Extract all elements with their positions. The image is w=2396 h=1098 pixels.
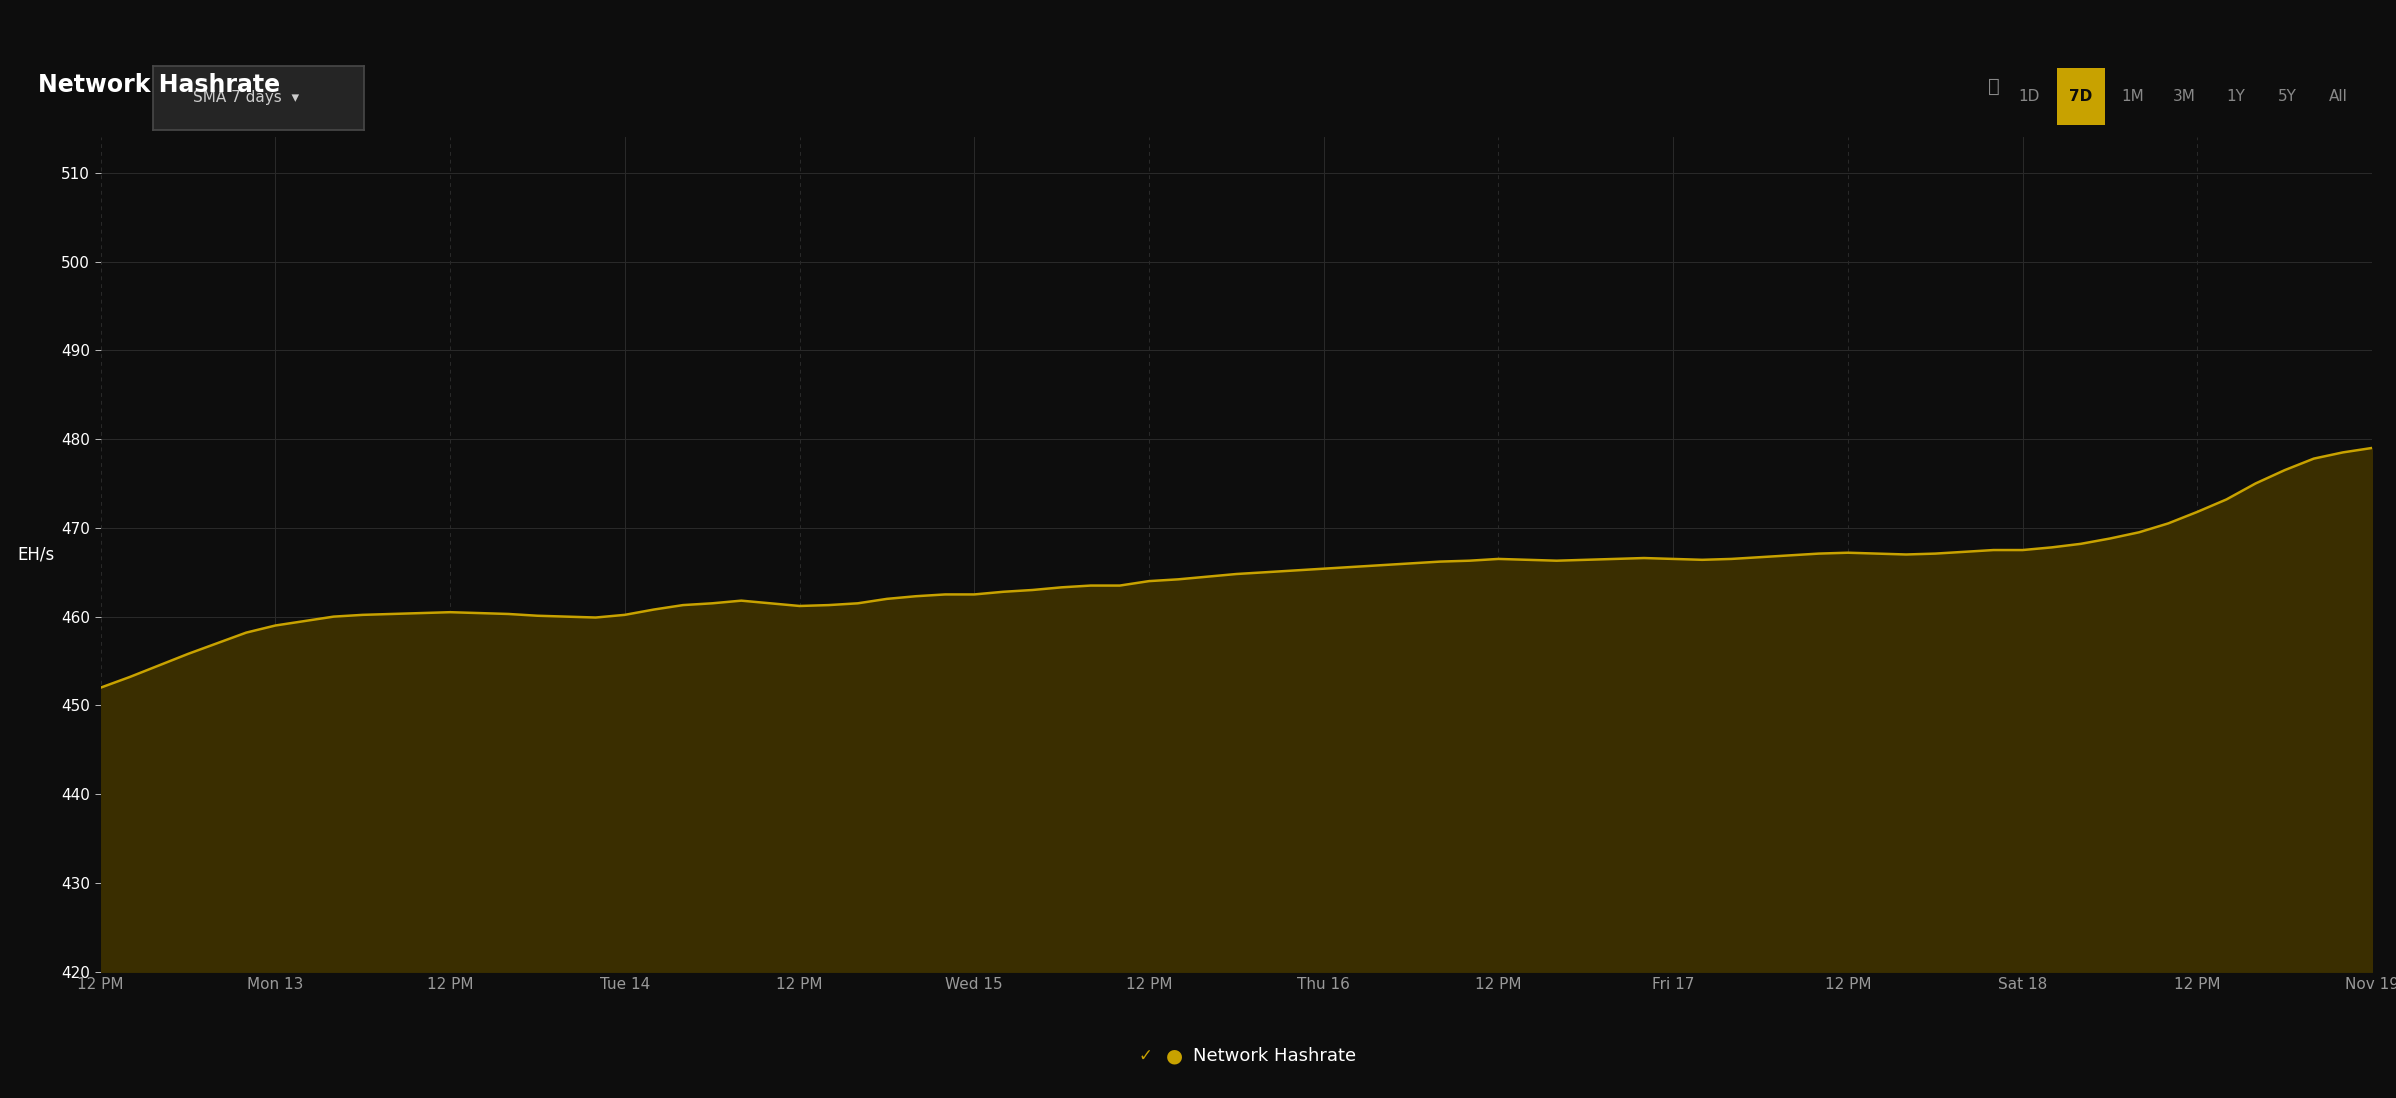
Text: Network Hashrate: Network Hashrate <box>1193 1047 1356 1065</box>
Y-axis label: EH/s: EH/s <box>17 546 55 563</box>
Text: All: All <box>2329 89 2348 104</box>
Text: ●: ● <box>1164 1046 1184 1066</box>
Text: ⛶: ⛶ <box>1989 77 1998 97</box>
Text: SMA 7 days  ▾: SMA 7 days ▾ <box>194 90 300 105</box>
Text: 1M: 1M <box>2120 89 2144 104</box>
Text: 7D: 7D <box>2070 89 2092 104</box>
Text: 1Y: 1Y <box>2226 89 2245 104</box>
Text: 5Y: 5Y <box>2279 89 2295 104</box>
Text: 3M: 3M <box>2173 89 2195 104</box>
Text: 1D: 1D <box>2020 89 2039 104</box>
Text: ✓: ✓ <box>1138 1047 1152 1065</box>
Text: Network Hashrate: Network Hashrate <box>38 72 280 97</box>
